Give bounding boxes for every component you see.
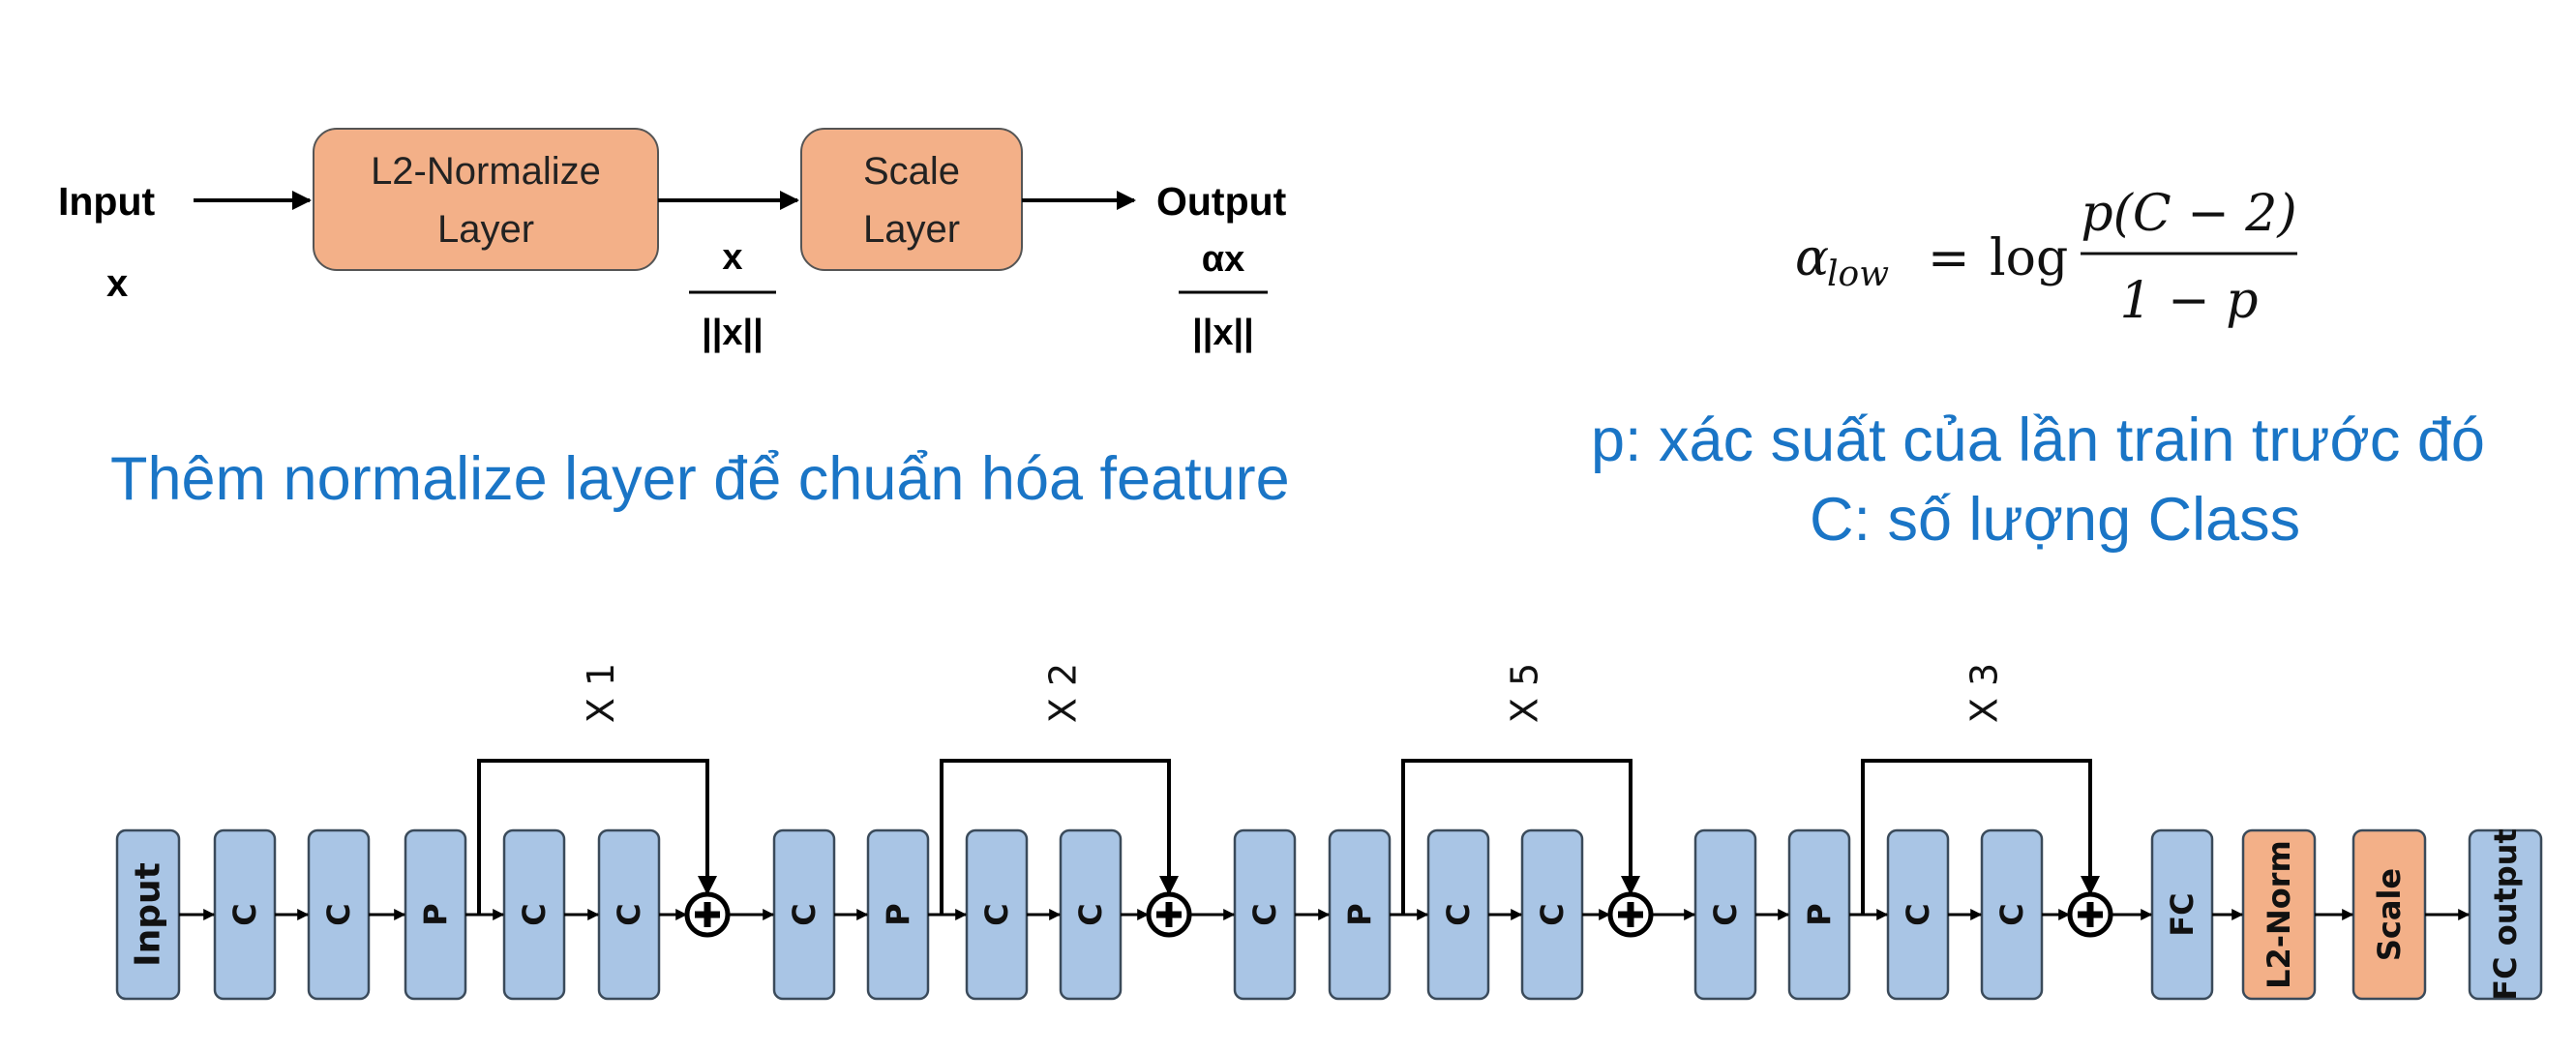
stage4-repeat-label: X 3 — [1963, 663, 2006, 723]
stage3-conv-pre1-label: C — [1246, 903, 1283, 925]
input-variable: x — [106, 262, 128, 305]
stage2-conv2-label: C — [1072, 903, 1109, 925]
stage4-pool-label: P — [1801, 903, 1838, 925]
caption-normalize-layer: Thêm normalize layer để chuẩn hóa featur… — [110, 445, 1290, 513]
network-architecture-diagram: Input C C P C C X 1 C P C C X 2 C P C C X 5 C P C C X 3 FC L2-N… — [115, 663, 2543, 1001]
stage1-skip-connection — [477, 759, 717, 915]
stage2-skip-connection — [940, 759, 1179, 915]
net-l2norm-label: L2-Norm — [2261, 840, 2297, 989]
alpha-low-formula: α low = log p(C − 2) 1 − p — [1795, 185, 2297, 330]
mid-fraction-denominator: ||x|| — [702, 313, 764, 353]
net-fc-output-label: FC output — [2487, 828, 2524, 1001]
mid-fraction-numerator: x — [722, 237, 742, 278]
stage1-conv-pre1-label: C — [226, 903, 263, 925]
stage4-skip-connection — [1861, 759, 2100, 915]
net-scale-label: Scale — [2371, 868, 2408, 961]
stage4-conv1-label: C — [1900, 903, 1936, 925]
stage3-pool-label: P — [1341, 903, 1378, 925]
out-fraction-denominator: ||x|| — [1192, 313, 1254, 353]
net-fc-label: FC — [2164, 892, 2201, 936]
net-input-label: Input — [129, 862, 168, 967]
formula-numerator: p(C − 2) — [2081, 185, 2296, 243]
stage3-repeat-label: X 5 — [1504, 663, 1546, 723]
stage1-pool-label: P — [417, 903, 454, 925]
stage1-conv1-label: C — [516, 903, 553, 925]
formula-alpha: α — [1795, 229, 1829, 287]
stage4-conv2-label: C — [1993, 903, 2030, 925]
stage3-skip-connection — [1401, 759, 1640, 915]
formula-subscript: low — [1827, 255, 1889, 294]
stage2-conv1-label: C — [978, 903, 1015, 925]
normalize-scale-diagram: Input x L2-Normalize Layer Scale Layer O… — [58, 128, 1287, 353]
stage4-conv-pre1-label: C — [1707, 903, 1744, 925]
scale-line2: Layer — [863, 208, 960, 251]
stage1-conv2-label: C — [611, 903, 647, 925]
stage3-conv1-label: C — [1440, 903, 1477, 925]
formula-log: log — [1990, 229, 2068, 287]
caption-p-definition: p: xác suất của lần train trước đó — [1591, 406, 2485, 474]
stage2-conv-pre1-label: C — [786, 903, 823, 925]
formula-equals: = — [1928, 229, 1970, 287]
input-label: Input — [58, 179, 156, 224]
caption-c-definition: C: số lượng Class — [1810, 486, 2301, 554]
stage1-conv-pre2-label: C — [320, 903, 357, 925]
scale-line1: Scale — [863, 150, 960, 193]
stage2-repeat-label: X 2 — [1042, 663, 1085, 723]
l2-normalize-line2: Layer — [437, 208, 534, 251]
l2-normalize-line1: L2-Normalize — [371, 150, 601, 193]
out-fraction-numerator: αx — [1202, 239, 1245, 280]
output-label: Output — [1156, 179, 1287, 224]
stage2-pool-label: P — [880, 903, 916, 925]
stage3-conv2-label: C — [1534, 903, 1571, 925]
formula-denominator: 1 − p — [2120, 272, 2259, 330]
stage1-repeat-label: X 1 — [580, 663, 622, 723]
